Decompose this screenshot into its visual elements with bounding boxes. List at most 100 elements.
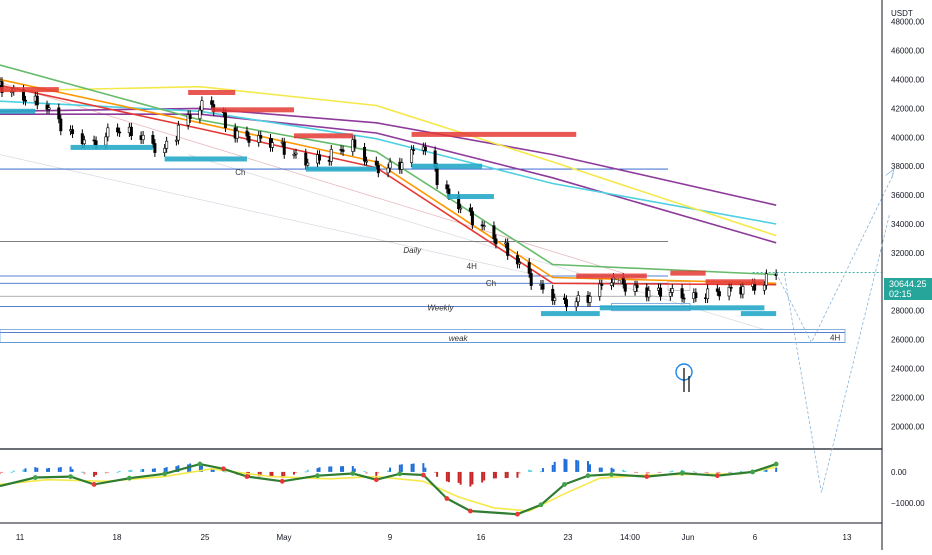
oscillator-histogram-bar — [692, 471, 695, 473]
candle-body — [71, 129, 75, 134]
oscillator-cross-dot — [515, 511, 520, 517]
candle-body — [668, 292, 672, 297]
oscillator-histogram-bar — [0, 471, 1, 475]
candle-body — [106, 127, 110, 138]
oscillator-histogram-bar — [504, 471, 507, 479]
oscillator-histogram-bar — [142, 469, 145, 472]
oscillator-histogram-bar — [575, 459, 578, 472]
candle-body — [588, 296, 592, 303]
candle-body — [47, 107, 51, 110]
candle-body — [423, 146, 427, 152]
oscillator-histogram-bar — [410, 463, 413, 472]
candle-body — [706, 288, 710, 300]
candle-body — [517, 262, 521, 265]
candle-body — [57, 107, 61, 120]
candle-body — [598, 283, 602, 297]
oscillator-histogram-bar — [622, 469, 625, 472]
oscillator-cross-dot — [350, 471, 356, 476]
annotation-label: Weekly — [427, 304, 454, 313]
candle-body — [680, 288, 684, 299]
price-tick-label: 42000.00 — [891, 104, 925, 113]
candle-body — [174, 139, 178, 142]
oscillator-histogram-bar — [704, 471, 707, 473]
support-zone — [599, 305, 765, 311]
oscillator-histogram-bar — [694, 471, 697, 473]
oscillator-histogram-bar — [412, 463, 415, 472]
candle-body — [365, 160, 369, 163]
candle-body — [198, 109, 202, 120]
candle-body — [163, 148, 167, 153]
time-tick-label: 25 — [201, 533, 210, 542]
candle-body — [506, 242, 510, 256]
candle-body — [153, 143, 157, 153]
oscillator-histogram-bar — [93, 471, 96, 477]
candle-body — [374, 160, 378, 166]
price-tick-label: 48000.00 — [891, 18, 925, 27]
oscillator-histogram-bar — [257, 471, 260, 477]
candle-body — [59, 118, 63, 132]
time-tick-label: Jun — [682, 533, 695, 542]
oscillator-histogram-bar — [81, 471, 84, 473]
oscillator-histogram-bar — [577, 460, 580, 472]
oscillator-histogram-bar — [163, 467, 166, 472]
oscillator-histogram-bar — [271, 471, 274, 478]
candle-body — [715, 288, 719, 292]
oscillator-histogram-bar — [436, 471, 439, 477]
candle-body — [610, 282, 614, 286]
candle-body — [459, 207, 463, 210]
candle-body — [80, 133, 84, 145]
price-tick-label: 36000.00 — [891, 191, 925, 200]
candle-body — [282, 141, 286, 155]
support-zone — [70, 144, 153, 150]
resistance-zone — [211, 107, 294, 113]
candle-body — [294, 152, 298, 155]
oscillator-histogram-bar — [528, 469, 531, 472]
oscillator-histogram-bar — [471, 471, 474, 485]
oscillator-histogram-bar — [116, 471, 119, 473]
candle-body — [529, 273, 533, 286]
candle-body — [388, 161, 392, 169]
oscillator-cross-dot — [420, 472, 426, 478]
oscillator-histogram-bar — [459, 471, 462, 485]
moving-average-line — [0, 64, 777, 276]
candle-body — [492, 225, 496, 240]
candle-body — [304, 152, 308, 166]
oscillator-histogram-bar — [140, 469, 143, 472]
moving-average-line — [0, 107, 777, 206]
oscillator-cross-dot — [644, 474, 650, 480]
support-zone — [740, 311, 777, 317]
oscillator-histogram-bar — [34, 467, 37, 472]
price-tick-label: 44000.00 — [891, 75, 925, 84]
oscillator-cross-dot — [609, 472, 614, 477]
oscillator-cross-dot — [91, 482, 97, 487]
candle-body — [682, 297, 686, 300]
candle-body — [259, 135, 263, 139]
channel-lower-line — [188, 154, 765, 330]
oscillator-histogram-bar — [447, 471, 450, 483]
candle-body — [94, 140, 98, 146]
oscillator-histogram-bar — [269, 471, 272, 477]
oscillator-histogram-bar — [365, 471, 368, 474]
oscillator-histogram-bar — [57, 467, 60, 472]
oscillator-histogram-bar — [281, 471, 284, 478]
oscillator-histogram-bar — [318, 467, 321, 472]
oscillator-histogram-bar — [304, 471, 307, 473]
oscillator-histogram-bar — [104, 471, 107, 474]
candle-body — [445, 184, 449, 190]
oscillator-histogram-bar — [375, 471, 378, 477]
oscillator-cross-dot — [126, 475, 132, 481]
resistance-zone — [411, 131, 577, 137]
oscillator-histogram-bar — [293, 471, 295, 475]
oscillator-histogram-bar — [106, 471, 109, 473]
candle-body — [764, 273, 768, 286]
oscillator-histogram-bar — [351, 465, 354, 472]
oscillator-histogram-bar — [775, 467, 778, 472]
oscillator-histogram-bar — [728, 471, 731, 473]
candle-body — [717, 291, 721, 297]
time-tick-label: 6 — [753, 533, 758, 542]
oscillator-histogram-bar — [565, 459, 568, 472]
oscillator-histogram-bar — [71, 469, 74, 472]
candle-body — [129, 126, 133, 136]
